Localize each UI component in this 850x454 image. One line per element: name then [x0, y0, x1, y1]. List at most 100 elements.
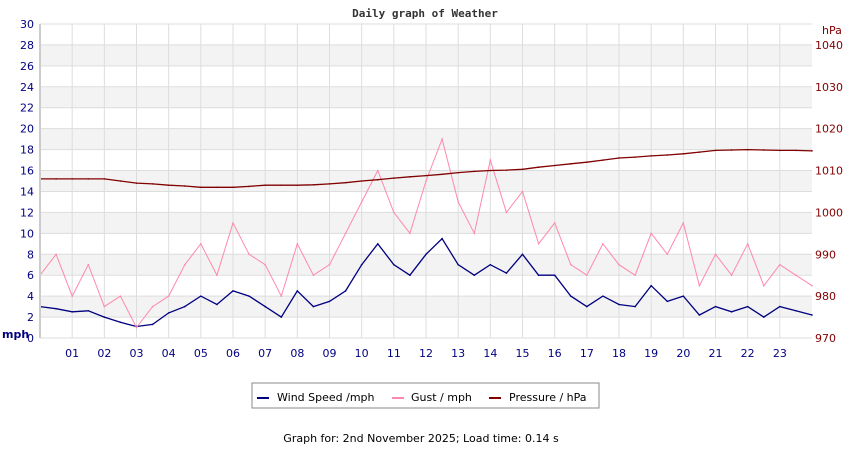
data-point: [795, 274, 797, 277]
data-point: [103, 316, 106, 318]
data-point: [103, 178, 106, 180]
data-point: [682, 295, 685, 297]
data-point: [264, 184, 266, 186]
data-point: [264, 263, 266, 266]
data-point: [714, 305, 717, 308]
data-point: [746, 305, 749, 308]
x-tick-label: 04: [162, 347, 176, 360]
data-point: [553, 164, 556, 167]
data-point: [730, 149, 733, 151]
data-point: [216, 303, 218, 306]
x-tick-label: 12: [419, 347, 433, 360]
data-point: [602, 159, 604, 161]
data-point: [634, 274, 636, 277]
data-point: [569, 295, 572, 297]
data-point: [296, 243, 299, 245]
data-point: [119, 321, 122, 324]
x-tick-label: 20: [676, 347, 690, 360]
right-tick-label: 980: [815, 290, 836, 303]
data-point: [200, 186, 202, 189]
left-tick-label: 24: [20, 81, 34, 94]
data-point: [55, 307, 57, 310]
right-axis-unit: hPa: [822, 24, 842, 37]
data-point: [103, 305, 106, 308]
data-point: [779, 305, 781, 308]
x-tick-label: 07: [258, 347, 272, 360]
left-tick-label: 14: [20, 185, 34, 198]
data-point: [746, 243, 749, 245]
data-point: [473, 232, 476, 235]
data-point: [762, 284, 765, 287]
data-point: [602, 295, 604, 297]
right-tick-label: 1040: [815, 39, 843, 52]
data-point: [714, 149, 717, 152]
data-point: [505, 211, 508, 214]
data-point: [393, 211, 395, 214]
x-tick-label: 03: [130, 347, 144, 360]
data-point: [489, 169, 492, 172]
legend-wind: Wind Speed /mph: [277, 391, 375, 404]
data-point: [248, 295, 250, 297]
footer-text: Graph for: 2nd November 2025; Load time:…: [283, 432, 559, 445]
data-point: [425, 180, 427, 182]
data-point: [650, 155, 652, 157]
right-tick-label: 970: [815, 332, 836, 345]
data-point: [521, 190, 524, 193]
data-point: [441, 237, 443, 240]
data-point: [87, 309, 90, 312]
data-point: [409, 274, 411, 277]
data-point: [344, 290, 347, 292]
data-point: [200, 243, 202, 245]
data-point: [586, 161, 588, 163]
data-point: [730, 274, 733, 277]
data-point: [264, 305, 266, 308]
data-point: [537, 243, 540, 245]
data-point: [698, 151, 701, 153]
data-point: [586, 274, 588, 277]
data-point: [71, 178, 73, 180]
x-tick-label: 17: [580, 347, 594, 360]
data-point: [666, 300, 669, 303]
data-point: [312, 305, 315, 308]
axes: 0246810121416182022242628309709809901000…: [20, 18, 843, 360]
data-point: [183, 263, 186, 266]
data-point: [409, 232, 411, 235]
data-point: [312, 274, 315, 277]
x-tick-label: 22: [741, 347, 755, 360]
series-lines: [39, 137, 813, 329]
data-point: [602, 243, 604, 245]
data-point: [167, 184, 170, 186]
data-point: [505, 169, 508, 171]
data-point: [280, 184, 283, 186]
data-point: [425, 174, 427, 177]
data-point: [634, 305, 636, 308]
left-tick-label: 2: [27, 311, 34, 324]
data-point: [473, 170, 476, 173]
data-point: [425, 253, 427, 256]
data-point: [473, 274, 476, 277]
left-tick-label: 16: [20, 165, 34, 178]
data-point: [71, 311, 73, 313]
data-point: [360, 263, 363, 266]
x-tick-label: 06: [226, 347, 240, 360]
data-point: [505, 272, 508, 274]
data-point: [666, 154, 669, 156]
data-point: [135, 182, 138, 184]
x-tick-label: 18: [612, 347, 626, 360]
x-tick-label: 05: [194, 347, 208, 360]
data-point: [151, 305, 154, 308]
data-point: [87, 263, 90, 266]
left-tick-label: 22: [20, 102, 34, 115]
data-point: [634, 156, 636, 158]
data-point: [618, 263, 620, 266]
data-point: [409, 176, 411, 178]
left-tick-label: 10: [20, 227, 34, 240]
x-tick-label: 09: [323, 347, 337, 360]
data-point: [151, 323, 154, 326]
right-tick-label: 1020: [815, 123, 843, 136]
data-point: [811, 314, 813, 316]
x-tick-label: 10: [355, 347, 369, 360]
data-point: [457, 263, 459, 266]
left-tick-label: 18: [20, 144, 34, 157]
